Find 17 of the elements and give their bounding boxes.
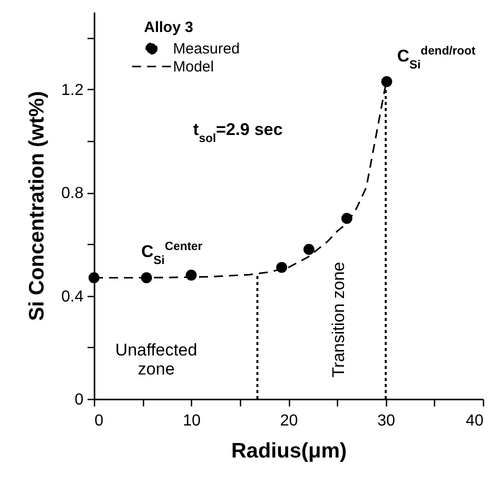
annotation: Transition zone (329, 262, 348, 378)
y-tick-label: 1.2 (61, 82, 84, 99)
y-tick-label: 0 (74, 392, 84, 408)
x-tick-label: 10 (182, 412, 201, 430)
annotation: Unaffected zone (115, 340, 198, 379)
legend-title: Alloy 3 (144, 19, 194, 36)
x-tick-label: 40 (466, 412, 484, 430)
x-tick-label: 20 (280, 412, 298, 430)
x-axis-title: Radius(μm) (231, 440, 347, 462)
y-tick-label: 0.4 (61, 288, 84, 306)
annotation: t$_{sol}$=2.9 sec (193, 120, 283, 146)
x-tick-label: 30 (377, 412, 396, 430)
legend-label: Model (173, 58, 214, 76)
x-tick-label: 0 (94, 412, 104, 430)
legend-label: Measured (173, 40, 240, 58)
y-tick-label: 0.8 (61, 185, 84, 202)
y-axis-title: Si Concentration (wt%) (25, 91, 48, 321)
